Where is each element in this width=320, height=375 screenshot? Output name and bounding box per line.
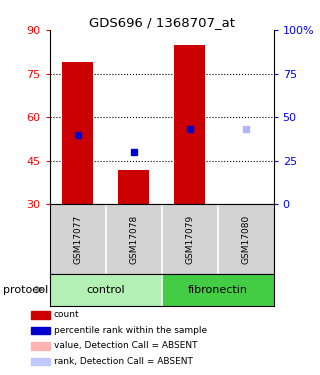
Text: protocol: protocol	[3, 285, 48, 295]
Bar	[31, 358, 51, 365]
Title: GDS696 / 1368707_at: GDS696 / 1368707_at	[89, 16, 235, 29]
Text: rank, Detection Call = ABSENT: rank, Detection Call = ABSENT	[54, 357, 193, 366]
Bar	[31, 311, 51, 319]
Text: GSM17078: GSM17078	[129, 214, 138, 264]
Text: GSM17079: GSM17079	[185, 214, 194, 264]
Text: GSM17077: GSM17077	[73, 214, 82, 264]
Bar	[118, 170, 149, 204]
Text: value, Detection Call = ABSENT: value, Detection Call = ABSENT	[54, 341, 197, 350]
Text: percentile rank within the sample: percentile rank within the sample	[54, 326, 207, 335]
Text: GSM17080: GSM17080	[241, 214, 250, 264]
Bar	[31, 342, 51, 350]
Bar	[31, 327, 51, 334]
Bar	[62, 62, 93, 204]
Text: control: control	[86, 285, 125, 295]
Text: fibronectin: fibronectin	[188, 285, 248, 295]
Text: count: count	[54, 310, 80, 320]
Bar	[174, 45, 205, 204]
